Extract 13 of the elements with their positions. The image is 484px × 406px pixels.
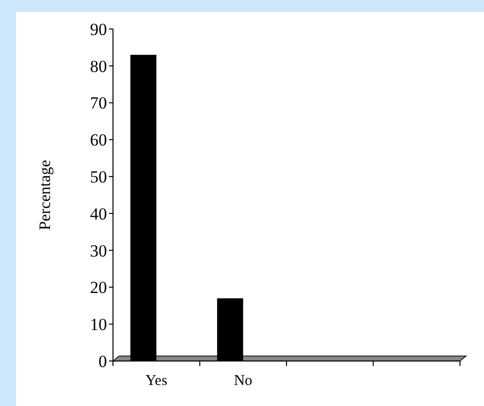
y-tick-label: 90	[90, 20, 107, 39]
y-tick-label: 60	[90, 130, 107, 150]
x-tick-label: No	[234, 373, 252, 389]
y-tick-label: 80	[90, 56, 107, 76]
x-tick-label: Yes	[145, 373, 168, 389]
y-tick-label: 70	[90, 94, 107, 113]
y-tick-label: 40	[90, 204, 107, 224]
y-tick-label: 30	[90, 241, 107, 260]
y-axis-title: Percentage	[37, 160, 54, 230]
y-tick-label: 50	[90, 168, 107, 187]
y-tick-label: 0	[98, 352, 107, 371]
y-tick-label: 10	[90, 315, 107, 334]
y-tick-label: 20	[90, 278, 107, 298]
